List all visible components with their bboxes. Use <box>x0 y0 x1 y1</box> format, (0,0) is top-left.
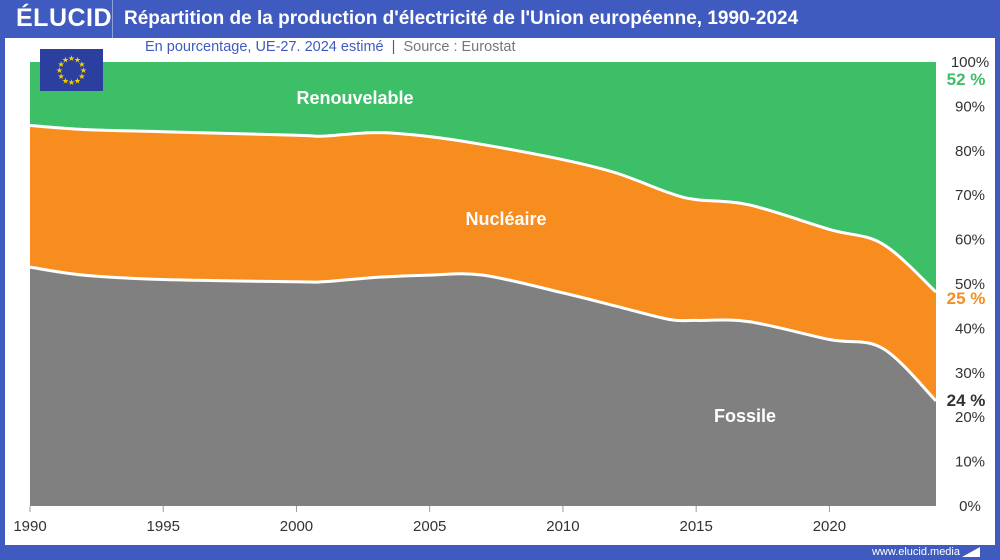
y-tick-label: 0% <box>959 498 981 515</box>
x-tick-label: 2005 <box>413 518 446 535</box>
star-icon: ★ <box>78 72 85 81</box>
series-label: Fossile <box>714 406 776 426</box>
series-label: Nucléaire <box>465 209 546 229</box>
eu-flag-icon: ★ ★ ★ ★ ★ ★ ★ ★ ★ ★ ★ ★ <box>40 49 103 91</box>
x-tick-label: 2010 <box>546 518 579 535</box>
area-renouvelable <box>30 62 936 292</box>
star-icon: ★ <box>78 60 85 69</box>
star-icon: ★ <box>62 76 69 85</box>
star-icon: ★ <box>58 60 65 69</box>
elucid-logo: ÉLUCID <box>16 4 113 32</box>
series-label: Renouvelable <box>296 88 413 108</box>
y-tick-label: 90% <box>955 98 985 115</box>
boundary-line <box>29 123 938 294</box>
y-tick-label: 10% <box>955 454 985 471</box>
y-tick-label: 40% <box>955 320 985 337</box>
area-nucléaire <box>30 125 936 401</box>
y-tick-label: 80% <box>955 143 985 160</box>
x-tick-label: 1995 <box>147 518 180 535</box>
chart-title: Répartition de la production d'électrici… <box>124 8 799 29</box>
star-icon: ★ <box>56 66 63 75</box>
end-value-label: 52 % <box>947 70 986 89</box>
chart-subtitle: En pourcentage, UE-27. 2024 estimé | Sou… <box>145 39 516 55</box>
x-tick-label: 2000 <box>280 518 313 535</box>
star-icon: ★ <box>74 56 81 65</box>
y-tick-label: 30% <box>955 365 985 382</box>
source-text: Source : Eurostat <box>403 39 516 55</box>
area-chart: Fossile Nucléaire Renouvelable 24 % 25 % 52 %… <box>13 54 989 535</box>
star-icon: ★ <box>68 54 75 63</box>
star-icon: ★ <box>62 56 69 65</box>
x-tick-label: 1990 <box>13 518 46 535</box>
subtitle-text: En pourcentage, UE-27. 2024 estimé <box>145 39 384 55</box>
x-tick-label: 2020 <box>813 518 846 535</box>
y-tick-label: 100% <box>951 54 989 71</box>
x-tick-label: 2015 <box>679 518 712 535</box>
boundary-line <box>29 265 938 402</box>
footer-logo-mark <box>962 547 980 557</box>
y-tick-label: 70% <box>955 187 985 204</box>
star-icon: ★ <box>68 78 75 87</box>
header-bar: ÉLUCID Répartition de la production d'él… <box>0 0 1000 38</box>
end-value-label: 24 % <box>947 391 986 410</box>
y-tick-label: 20% <box>955 409 985 426</box>
footer-url[interactable]: www.elucid.media <box>871 546 960 558</box>
star-icon: ★ <box>80 66 87 75</box>
y-tick-label: 50% <box>955 276 985 293</box>
end-value-label: 25 % <box>947 289 986 308</box>
header-divider <box>112 0 113 38</box>
y-tick-label: 60% <box>955 232 985 249</box>
star-icon: ★ <box>58 72 65 81</box>
area-fossile <box>30 267 936 506</box>
star-icon: ★ <box>74 76 81 85</box>
